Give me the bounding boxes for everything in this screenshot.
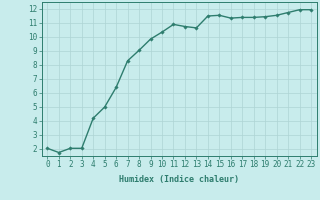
X-axis label: Humidex (Indice chaleur): Humidex (Indice chaleur) (119, 175, 239, 184)
